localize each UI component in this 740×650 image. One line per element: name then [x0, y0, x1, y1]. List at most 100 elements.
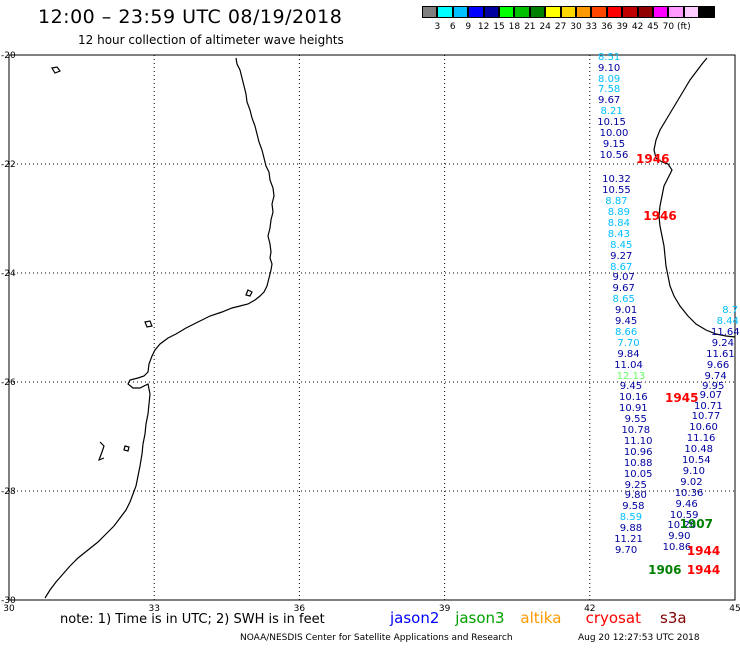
wave-height-label: 7.70 — [617, 337, 640, 349]
wave-height-label: 8.21 — [600, 106, 623, 118]
wave-height-label: 8.65 — [612, 294, 635, 306]
wave-height-label: 8.66 — [614, 326, 638, 338]
scale-label: 33 — [585, 22, 598, 32]
longitude-labels: 30 33 36 39 42 45 — [3, 604, 740, 614]
wave-height-label: 10.48 — [684, 444, 714, 456]
island-small-1 — [51, 66, 61, 74]
wave-height-label: 8.45 — [610, 239, 633, 251]
wave-height-label: 9.07 — [612, 272, 635, 284]
scale-label: 30 — [570, 22, 582, 32]
wave-height-label: 11.61 — [706, 348, 735, 360]
scale-swatch — [560, 6, 576, 18]
legend-satellite-altika: altika — [520, 609, 562, 627]
scale-swatch — [545, 6, 561, 18]
legend-satellite-s3a: s3a — [660, 609, 687, 627]
scale-swatch — [468, 6, 484, 18]
legend-satellite-cryosat: cryosat — [585, 609, 641, 627]
scale-swatch — [576, 6, 592, 18]
wave-height-label: 9.07 — [699, 389, 722, 401]
wave-height-label: 10.56 — [599, 149, 629, 161]
wave-height-label: 9.55 — [624, 414, 647, 426]
observation-time-label: 1906 — [648, 563, 682, 578]
observation-time-label: 1907 — [679, 516, 713, 531]
wave-height-label: 10.05 — [623, 468, 653, 480]
page-title: 12:00 – 23:59 UTC 08/19/2018 — [38, 6, 343, 28]
lon-label: 36 — [294, 604, 306, 614]
scale-swatch — [437, 6, 453, 18]
coastline — [44, 57, 736, 599]
coastline-madagascar — [653, 57, 736, 338]
scale-swatch — [514, 6, 530, 18]
scale-swatch — [699, 6, 715, 18]
lat-label: -30 — [1, 596, 16, 606]
wave-height-label: 10.36 — [674, 487, 704, 499]
wave-height-label: 9.58 — [622, 501, 645, 513]
scale-label: 42 — [631, 22, 644, 32]
scale-label: 9 — [465, 22, 472, 32]
scale-swatch — [606, 6, 623, 18]
wave-height-label: 9.10 — [682, 465, 705, 477]
scale-label: 39 — [616, 22, 628, 32]
scale-label: 12 — [477, 22, 490, 32]
wave-height-label: 9.90 — [668, 531, 691, 543]
legend-satellite-jason2: jason2 — [390, 609, 440, 627]
lon-label: 33 — [148, 604, 159, 614]
lat-label: -26 — [1, 378, 16, 388]
lat-label: -20 — [1, 51, 16, 61]
wave-height-label: 9.66 — [706, 359, 730, 371]
wave-height-label: 10.32 — [602, 174, 631, 186]
wave-height-label: 10.15 — [597, 117, 626, 129]
wave-height-label: 10.00 — [599, 128, 629, 140]
wave-height-label: 9.74 — [704, 370, 727, 382]
wave-height-label: 9.10 — [598, 62, 621, 74]
wave-height-label: 10.60 — [689, 422, 718, 434]
wave-height-label: 8.59 — [619, 512, 643, 524]
lon-label: 45 — [729, 604, 740, 614]
wave-height-label: 9.88 — [619, 523, 643, 535]
scale-swatch — [529, 6, 546, 18]
scale-swatch — [653, 6, 669, 18]
lat-lon-grid — [9, 55, 735, 600]
scale-swatch — [591, 6, 607, 18]
observation-time-label: 1946 — [643, 208, 677, 223]
wave-height-label: 8.67 — [610, 261, 633, 273]
scale-swatch — [422, 6, 438, 18]
scale-swatch — [499, 6, 515, 18]
wave-height-label: 8.89 — [607, 207, 630, 219]
wave-height-label: 9.01 — [614, 305, 638, 317]
wave-height-label: 10.88 — [623, 457, 653, 469]
lat-label: -24 — [1, 269, 16, 279]
scale-label: (ft) — [677, 22, 691, 32]
wave-height-label: 8.51 — [598, 51, 621, 63]
footer-note: note: 1) Time is in UTC; 2) SWH is in fe… — [60, 612, 325, 627]
scale-swatch — [668, 6, 684, 18]
scale-swatch — [483, 6, 499, 18]
wave-height-label: 9.67 — [612, 283, 635, 295]
wave-height-label: 8.7 — [722, 305, 739, 317]
wave-height-label: 11.04 — [614, 359, 643, 371]
wave-height-label: 9.25 — [624, 479, 647, 491]
scale-label: 21 — [524, 22, 536, 32]
lon-label: 30 — [3, 604, 15, 614]
island-small-2 — [144, 320, 153, 328]
wave-height-label: 10.55 — [602, 185, 631, 197]
wave-height-label: 9.80 — [624, 490, 647, 502]
wave-height-label: 10.54 — [681, 455, 711, 467]
wave-height-label: 8.43 — [607, 228, 630, 240]
wave-height-label: 10.96 — [623, 446, 653, 458]
wave-height-label: 9.95 — [702, 381, 725, 393]
wave-height-label: 9.02 — [680, 476, 703, 488]
lon-label: 42 — [584, 604, 595, 614]
coastline-mozambique — [44, 57, 275, 599]
observation-time-label: 1944 — [686, 563, 721, 578]
scale-label: 45 — [647, 22, 659, 32]
footer-credit: NOAA/NESDIS Center for Satellite Applica… — [240, 633, 513, 643]
scale-label: 6 — [449, 22, 456, 32]
scale-swatch — [637, 6, 653, 18]
island-small-3 — [97, 441, 105, 462]
wave-height-label: 7.58 — [598, 84, 621, 96]
lat-label: -28 — [1, 487, 16, 497]
wave-height-label: 9.27 — [610, 250, 633, 262]
wave-height-label: 11.64 — [710, 326, 740, 338]
scale-label: 27 — [554, 22, 567, 32]
